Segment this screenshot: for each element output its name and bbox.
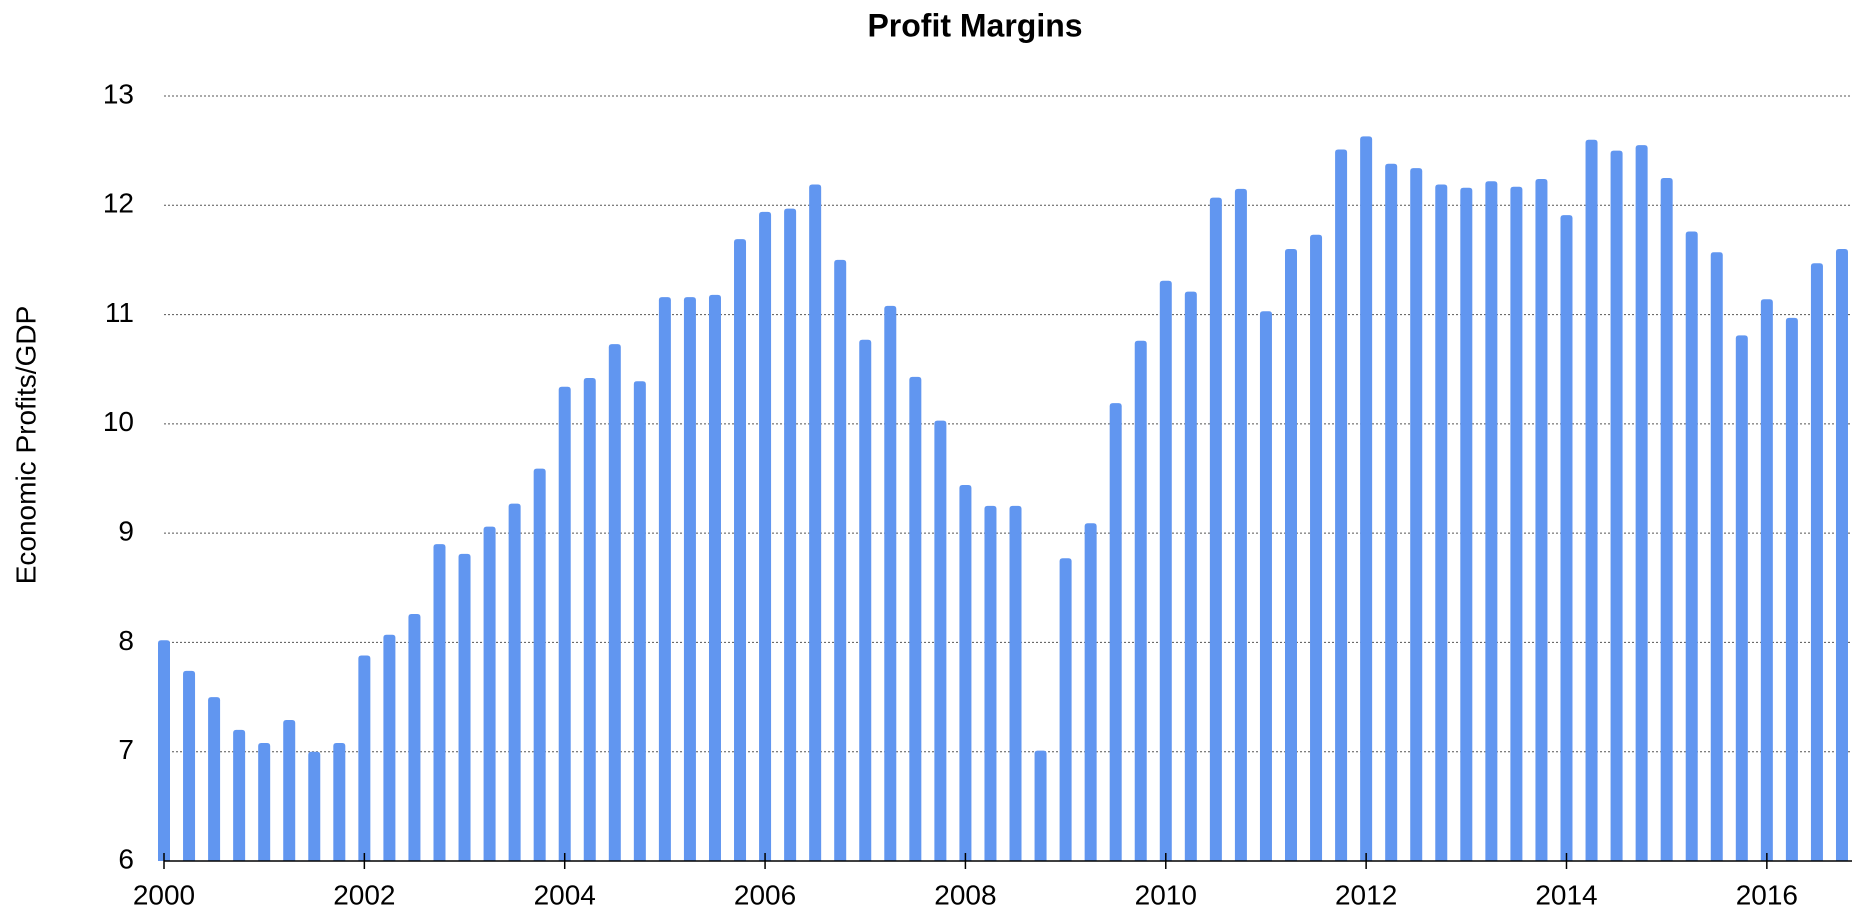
bar xyxy=(158,640,170,861)
bar xyxy=(1635,145,1648,861)
bar xyxy=(233,729,246,861)
x-tick-label: 2008 xyxy=(934,879,996,910)
y-tick-label: 9 xyxy=(118,516,134,547)
bar xyxy=(683,297,696,862)
bar xyxy=(1460,187,1473,862)
x-tick-label: 2014 xyxy=(1535,879,1597,910)
bar xyxy=(1810,263,1823,861)
bar xyxy=(834,259,847,861)
bar xyxy=(734,239,747,861)
y-tick-label: 11 xyxy=(105,297,134,328)
y-tick-label: 7 xyxy=(118,734,134,765)
bar xyxy=(408,614,421,861)
x-tick-label: 2006 xyxy=(734,879,796,910)
y-tick-label: 10 xyxy=(103,406,134,437)
bar xyxy=(1435,184,1448,861)
bar xyxy=(1159,280,1172,861)
bar xyxy=(183,670,196,861)
bar xyxy=(1485,181,1498,861)
bar xyxy=(1710,252,1723,861)
bar xyxy=(1735,335,1748,862)
x-tick-label: 2010 xyxy=(1135,879,1197,910)
x-tick-label: 2016 xyxy=(1736,879,1798,910)
bar xyxy=(984,505,997,861)
y-tick-label: 12 xyxy=(103,188,134,219)
bar xyxy=(333,742,346,861)
bar xyxy=(1084,523,1097,861)
bar xyxy=(633,381,646,861)
bar xyxy=(1585,139,1598,861)
bar xyxy=(784,208,797,862)
bar xyxy=(283,720,296,861)
bar xyxy=(1209,197,1222,861)
bar xyxy=(1009,505,1022,861)
bar xyxy=(1610,150,1623,862)
bar xyxy=(608,344,621,861)
bar xyxy=(1360,136,1373,861)
bar xyxy=(433,544,446,861)
bar xyxy=(533,468,546,861)
bar xyxy=(1685,231,1698,861)
bar xyxy=(458,553,471,861)
bar xyxy=(1835,249,1848,861)
bar xyxy=(809,184,822,861)
bar xyxy=(1335,149,1348,862)
y-tick-label: 8 xyxy=(118,625,134,656)
chart-title: Profit Margins xyxy=(867,7,1082,43)
bar xyxy=(1310,234,1323,862)
y-tick-label: 13 xyxy=(103,78,134,109)
bar xyxy=(358,655,371,861)
bar xyxy=(859,339,872,861)
bar xyxy=(1134,340,1147,861)
bar xyxy=(483,526,496,861)
bar xyxy=(383,634,396,861)
bar xyxy=(1109,403,1122,861)
bar xyxy=(759,211,772,862)
bar xyxy=(1385,163,1398,861)
bar xyxy=(1285,249,1298,861)
bar xyxy=(934,420,947,861)
bar xyxy=(1234,188,1247,862)
bar xyxy=(959,485,972,861)
bar xyxy=(308,751,321,861)
bar xyxy=(1259,311,1272,861)
bar xyxy=(1510,186,1523,861)
bar xyxy=(1785,317,1798,862)
bar xyxy=(208,697,221,861)
bar xyxy=(558,386,571,861)
bar xyxy=(258,742,271,861)
bar xyxy=(708,294,721,861)
bar xyxy=(508,503,521,861)
x-tick-label: 2000 xyxy=(133,879,195,910)
bar xyxy=(1560,215,1573,861)
bar xyxy=(1660,177,1673,861)
x-tick-label: 2012 xyxy=(1335,879,1397,910)
bar xyxy=(1535,179,1548,862)
bar xyxy=(884,305,897,861)
bar xyxy=(1760,299,1773,861)
x-tick-label: 2002 xyxy=(333,879,395,910)
bar xyxy=(583,377,596,861)
bar xyxy=(1184,291,1197,861)
bar xyxy=(658,297,671,862)
x-tick-label: 2004 xyxy=(534,879,596,910)
bar xyxy=(1059,558,1072,861)
bar xyxy=(1034,750,1047,861)
bar xyxy=(1410,168,1423,862)
y-tick-label: 6 xyxy=(118,843,134,874)
y-axis-label: Economic Profits/GDP xyxy=(10,306,41,585)
bar xyxy=(909,376,922,861)
